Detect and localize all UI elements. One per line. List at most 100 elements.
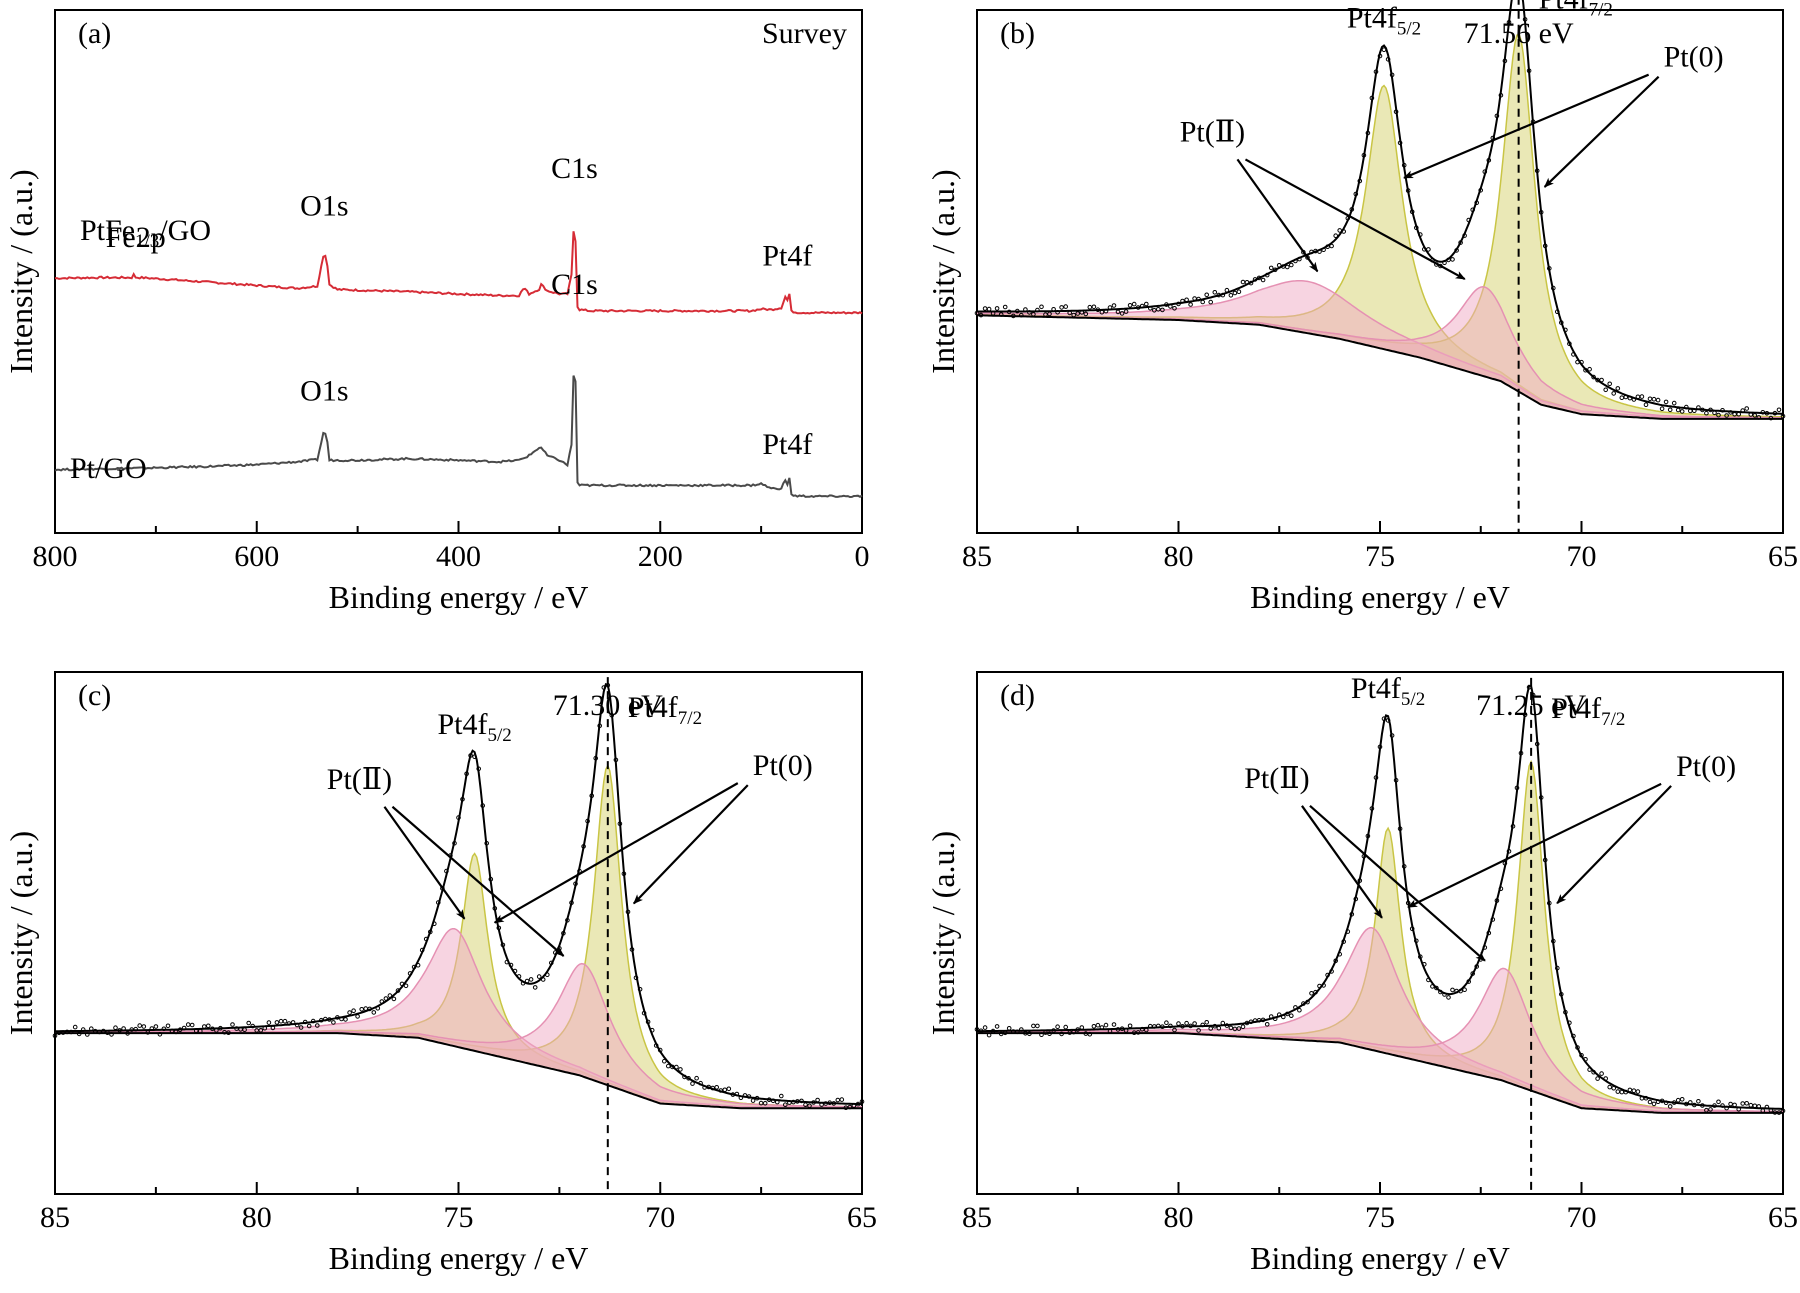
data-point: [1776, 1110, 1782, 1115]
data-point: [1542, 243, 1548, 249]
data-point: [1071, 312, 1076, 318]
data-point: [982, 1025, 988, 1030]
data-point: [1095, 307, 1101, 313]
data-point: [371, 1010, 377, 1015]
data-point: [1740, 1101, 1745, 1106]
data-point: [1107, 305, 1113, 310]
data-point: [1518, 750, 1524, 756]
data-point: [986, 1032, 992, 1038]
data-point: [1651, 396, 1657, 402]
data-point: [125, 1031, 130, 1036]
data-point: [415, 962, 421, 968]
data-point: [775, 1099, 780, 1105]
data-point: [1031, 1023, 1036, 1029]
data-point: [133, 1026, 138, 1032]
data-point: [1067, 310, 1072, 316]
data-point: [1144, 301, 1149, 307]
data-point: [1651, 1101, 1657, 1107]
pt4f72-label: Pt4f7/2: [628, 691, 702, 729]
data-point: [1260, 1017, 1266, 1023]
data-point: [1667, 1104, 1673, 1109]
data-point: [1285, 264, 1290, 270]
data-point: [1160, 1024, 1165, 1029]
data-point: [198, 1028, 203, 1034]
data-point: [1422, 962, 1427, 967]
data-point: [1534, 741, 1540, 747]
pt0-arrow: [1556, 785, 1672, 905]
data-point: [1752, 413, 1758, 418]
data-point: [1248, 1019, 1254, 1025]
data-point: [1555, 309, 1560, 315]
data-point: [649, 1027, 655, 1033]
data-point: [1051, 1028, 1056, 1033]
data-point: [1643, 1095, 1649, 1101]
data-point: [726, 1086, 732, 1092]
data-point: [1123, 309, 1129, 314]
data-point: [1708, 1107, 1713, 1112]
data-point: [1188, 302, 1193, 307]
data-point: [89, 1026, 94, 1031]
data-point: [1611, 1085, 1616, 1091]
data-point: [1385, 57, 1391, 62]
data-point: [319, 1017, 324, 1023]
data-point: [1768, 1107, 1774, 1113]
data-point: [1405, 188, 1411, 193]
data-point: [1168, 1023, 1173, 1029]
survey-label: Survey: [762, 17, 847, 50]
pt4f52-label: Pt4f5/2: [1347, 1, 1421, 39]
data-point: [141, 1024, 147, 1029]
data-point: [1272, 1016, 1278, 1022]
data-point: [1285, 1011, 1290, 1017]
data-point: [549, 960, 554, 966]
data-point: [1059, 1031, 1064, 1037]
data-point: [1015, 1029, 1020, 1035]
data-point: [161, 1026, 167, 1032]
data-point: [803, 1102, 808, 1107]
data-point: [1599, 377, 1604, 383]
data-point: [1659, 1098, 1665, 1104]
x-tick-label: 65: [1768, 540, 1798, 573]
data-point: [1422, 247, 1427, 252]
data-point: [855, 1101, 861, 1107]
x-tick-label: 80: [1164, 1201, 1194, 1234]
data-point: [662, 1058, 667, 1064]
data-point: [597, 723, 603, 729]
data-point: [540, 977, 546, 982]
data-point: [1780, 413, 1786, 419]
data-point: [1575, 1045, 1580, 1050]
data-point: [1744, 406, 1749, 411]
data-point: [1607, 1084, 1612, 1090]
data-point: [690, 1081, 695, 1086]
data-point: [1635, 1089, 1641, 1094]
data-point: [484, 841, 490, 846]
data-point: [290, 1020, 296, 1025]
data-point: [181, 1025, 187, 1031]
data-point: [452, 840, 457, 846]
data-point: [1587, 366, 1592, 372]
data-point: [1393, 109, 1399, 115]
data-point: [1063, 1024, 1068, 1030]
data-point: [710, 1085, 716, 1091]
data-point: [1627, 1087, 1633, 1093]
data-point: [1148, 306, 1153, 311]
x-tick-label: 70: [645, 1201, 675, 1234]
data-point: [85, 1032, 90, 1037]
data-point: [1474, 200, 1479, 205]
data-point: [1043, 1030, 1048, 1035]
data-point: [746, 1094, 752, 1099]
data-point: [536, 974, 542, 979]
data-point: [1595, 1076, 1600, 1081]
data-point: [1152, 308, 1157, 313]
data-point: [1329, 243, 1334, 249]
data-point: [1780, 1108, 1786, 1114]
data-point: [351, 1008, 356, 1014]
data-point: [1502, 861, 1508, 866]
background-line: [977, 1032, 1783, 1114]
data-point: [1212, 1023, 1218, 1029]
data-point: [1494, 898, 1500, 903]
x-tick-label: 65: [1768, 1201, 1798, 1234]
data-point: [734, 1091, 740, 1097]
data-point: [1297, 1007, 1302, 1013]
data-point: [488, 876, 494, 882]
data-point: [1418, 954, 1423, 960]
